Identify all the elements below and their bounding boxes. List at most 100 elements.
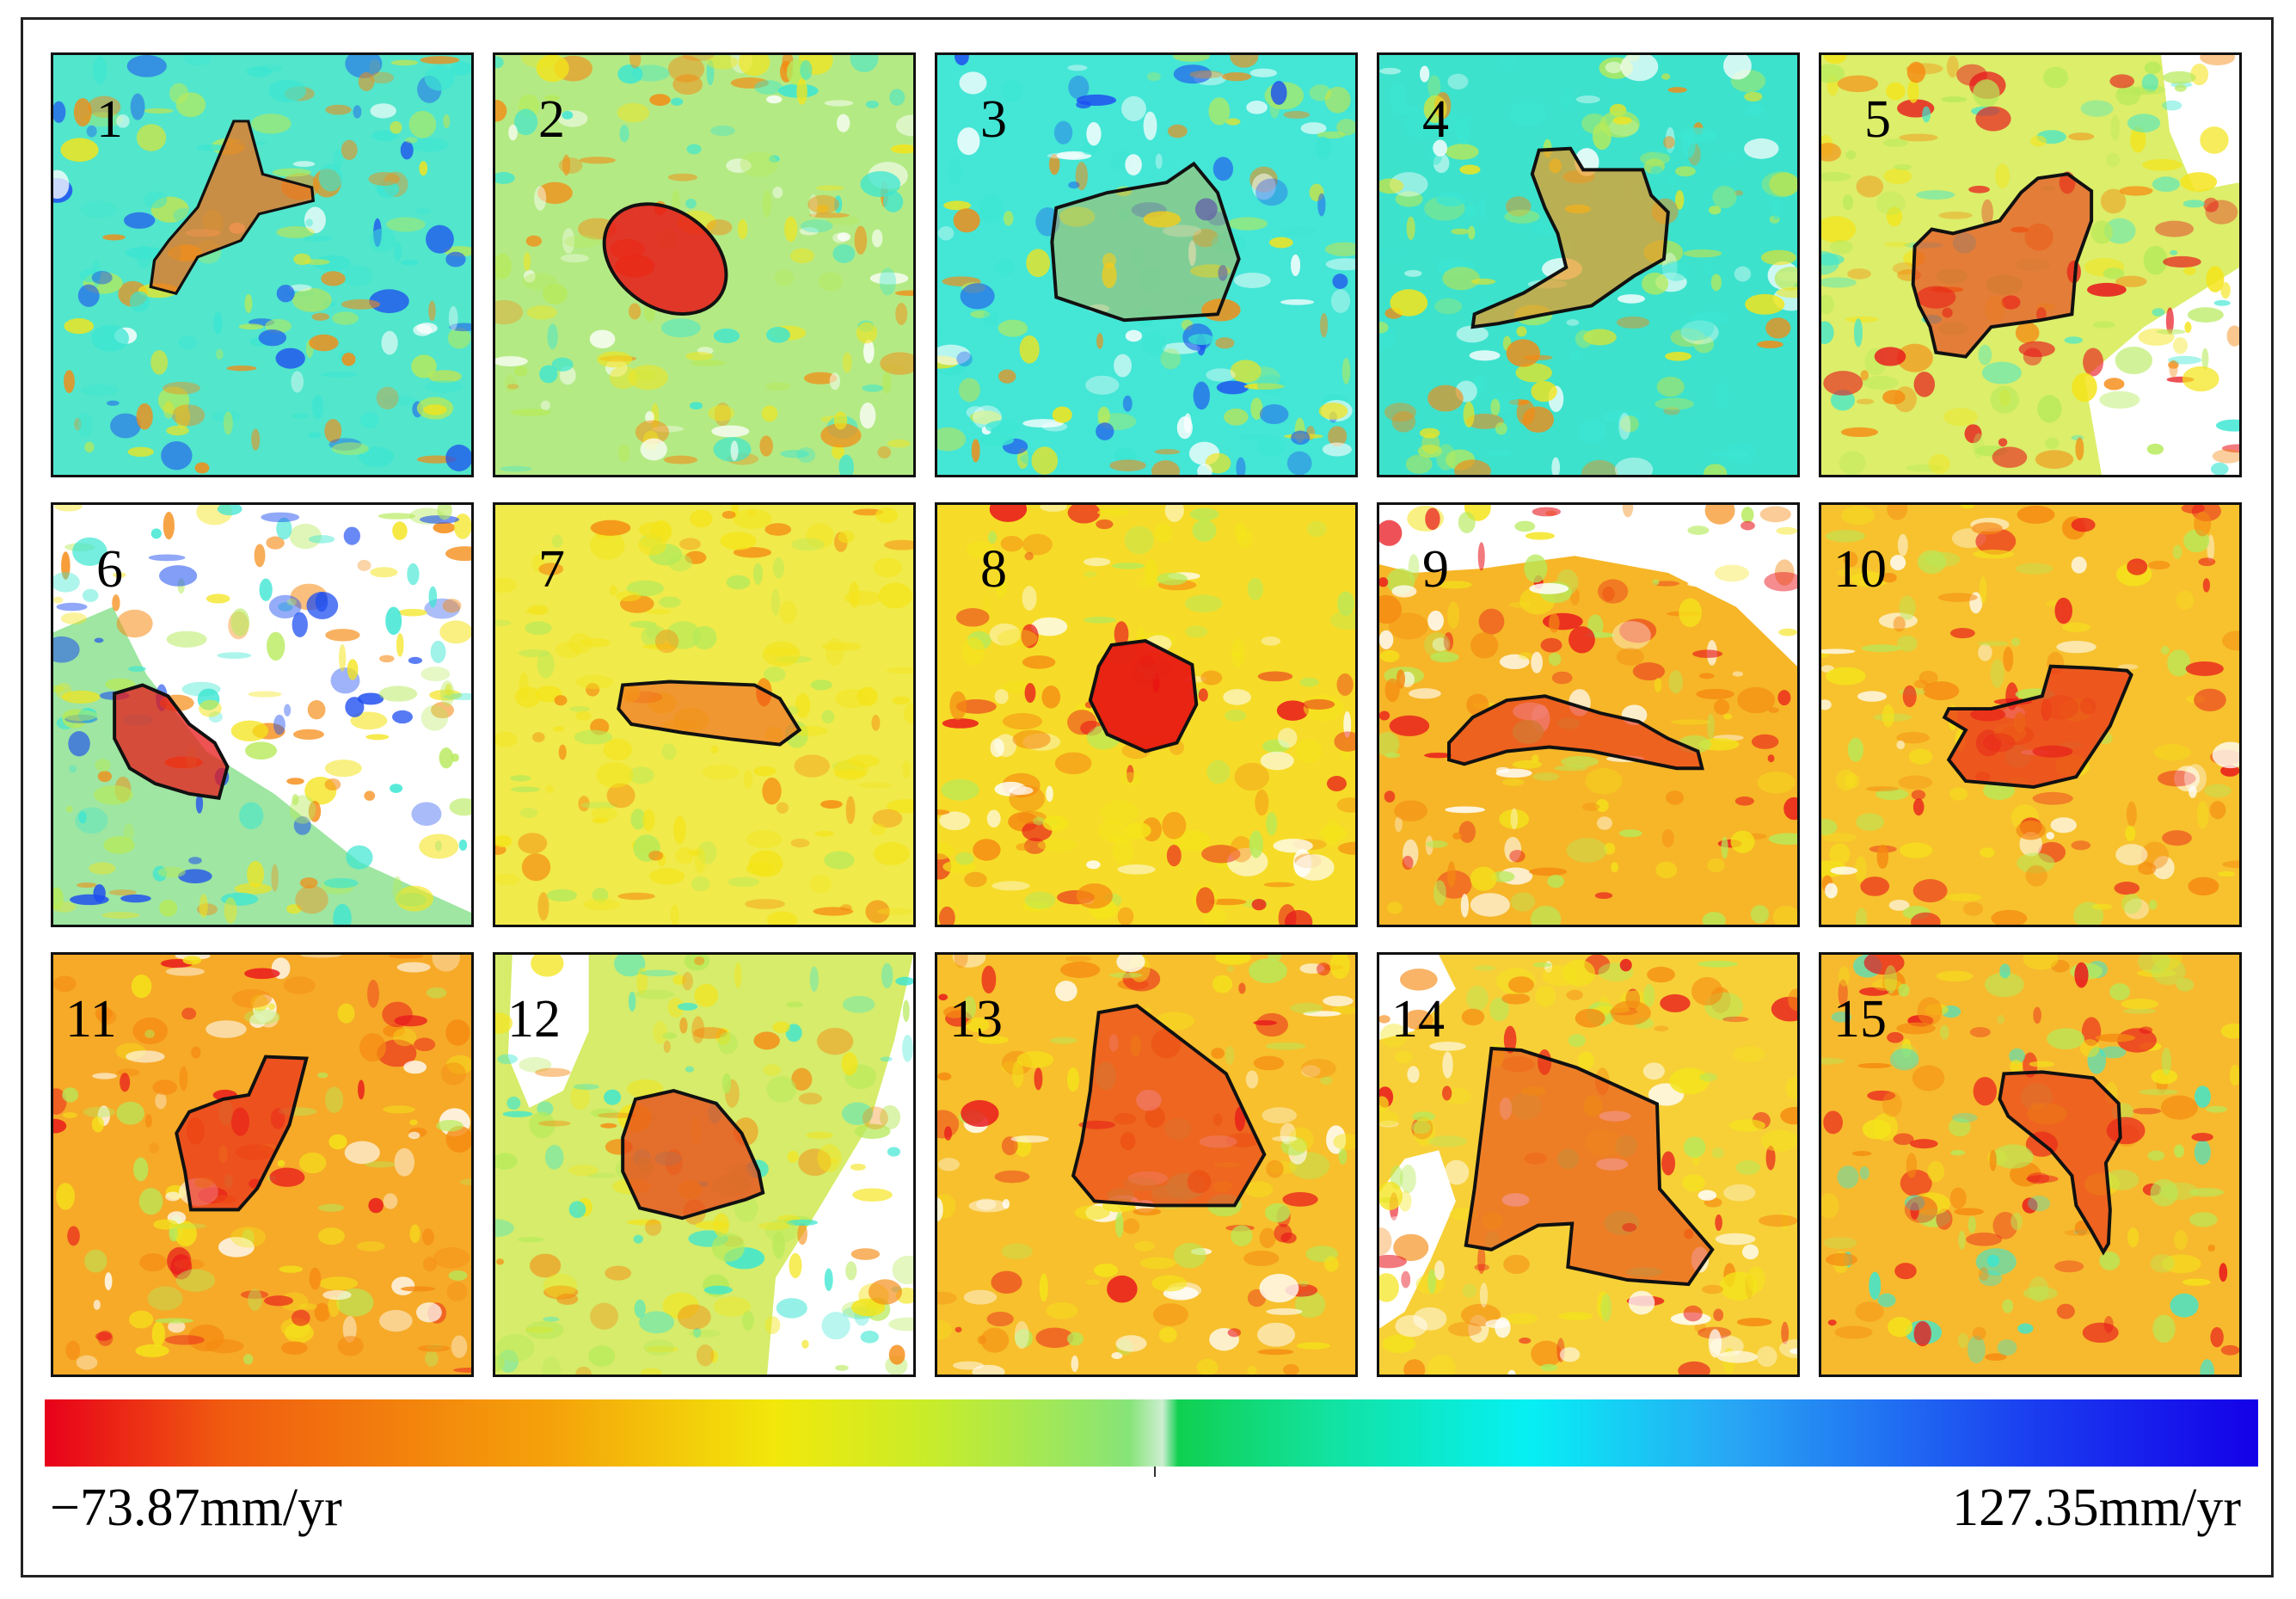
texture-splat — [1384, 403, 1416, 422]
texture-splat — [820, 800, 843, 809]
texture-splat — [2174, 1144, 2184, 1158]
texture-splat — [1973, 1076, 1998, 1106]
texture-splat — [690, 509, 713, 528]
texture-splat — [1973, 433, 1985, 459]
texture-splat — [542, 1356, 562, 1375]
texture-splat — [1851, 1150, 1872, 1157]
texture-splat — [1540, 637, 1562, 653]
texture-splat — [545, 784, 554, 793]
texture-splat — [1757, 771, 1796, 794]
texture-splat — [1034, 1067, 1043, 1091]
texture-splat — [2148, 900, 2158, 910]
texture-splat — [1138, 578, 1148, 590]
texture-splat — [449, 798, 471, 816]
texture-splat — [135, 1344, 169, 1357]
texture-splat — [1097, 820, 1127, 842]
texture-splat — [1825, 530, 1866, 543]
texture-splat — [447, 327, 471, 349]
texture-splat — [575, 674, 614, 690]
texture-splat — [1056, 151, 1092, 160]
texture-splat — [76, 1355, 98, 1370]
texture-splat — [2138, 862, 2157, 876]
colorbar — [45, 1399, 2258, 1467]
texture-splat — [1972, 1326, 1986, 1341]
texture-splat — [314, 1302, 330, 1322]
texture-splat — [1333, 1133, 1355, 1151]
texture-splat — [1882, 704, 1894, 728]
texture-splat — [337, 1335, 364, 1356]
panel-number: 8 — [980, 540, 1007, 599]
texture-splat — [954, 955, 968, 969]
texture-splat — [1507, 1369, 1516, 1375]
texture-splat — [2141, 841, 2170, 870]
texture-splat — [1154, 449, 1181, 455]
texture-splat — [1394, 800, 1428, 821]
texture-splat — [291, 1309, 310, 1326]
texture-splat — [1559, 1347, 1581, 1362]
texture-splat — [686, 144, 702, 155]
texture-splat — [2119, 186, 2153, 196]
texture-splat — [1055, 981, 1077, 1002]
texture-splat — [2137, 969, 2177, 978]
texture-splat — [1137, 306, 1154, 327]
texture-splat — [810, 680, 832, 691]
texture-splat — [1257, 1322, 1296, 1347]
texture-splat — [1341, 357, 1351, 384]
texture-splat — [1907, 78, 1919, 103]
texture-splat — [2172, 336, 2188, 354]
texture-splat — [1014, 1320, 1029, 1350]
texture-splat — [1654, 1025, 1669, 1032]
texture-splat — [2218, 870, 2236, 877]
texture-splat — [1096, 519, 1114, 530]
texture-splat — [711, 1233, 746, 1262]
texture-splat — [991, 1270, 1022, 1294]
texture-splat — [759, 435, 773, 457]
texture-splat — [1225, 118, 1241, 126]
texture-splat — [1683, 1305, 1703, 1322]
texture-splat — [231, 989, 273, 1008]
texture-splat — [996, 259, 1015, 276]
texture-splat — [1547, 875, 1564, 889]
texture-splat — [429, 689, 463, 701]
texture-splat — [508, 124, 518, 141]
texture-splat — [83, 1106, 116, 1118]
texture-splat — [261, 512, 300, 523]
texture-splat — [509, 775, 531, 782]
texture-splat — [869, 272, 909, 285]
texture-splat — [1426, 840, 1448, 848]
texture-splat — [365, 734, 390, 741]
texture-splat — [519, 807, 538, 818]
texture-splat — [1732, 1046, 1765, 1062]
texture-splat — [535, 1067, 571, 1078]
texture-splat — [1071, 1355, 1079, 1373]
texture-splat — [554, 695, 568, 706]
texture-splat — [1825, 667, 1866, 686]
texture-splat — [937, 344, 971, 366]
texture-splat — [1185, 594, 1223, 612]
texture-splat — [727, 876, 760, 888]
texture-splat — [1379, 1273, 1399, 1302]
texture-splat — [1288, 1127, 1314, 1152]
texture-splat — [1384, 752, 1401, 759]
texture-splat — [1597, 579, 1629, 604]
texture-splat — [1562, 959, 1596, 987]
texture-splat — [2170, 1293, 2199, 1318]
panel-2: 2 — [493, 52, 916, 477]
texture-splat — [2045, 437, 2060, 450]
texture-splat — [1506, 1313, 1538, 1325]
texture-splat — [126, 55, 167, 77]
panel-number: 11 — [65, 990, 117, 1049]
deformation-map-10 — [1821, 505, 2239, 925]
texture-splat — [1337, 841, 1355, 855]
texture-splat — [737, 218, 748, 240]
texture-splat — [761, 405, 778, 422]
texture-splat — [1978, 643, 1992, 661]
texture-splat — [234, 883, 273, 895]
texture-splat — [1839, 451, 1866, 475]
texture-splat — [1519, 652, 1533, 660]
texture-splat — [1514, 520, 1536, 532]
texture-splat — [298, 1303, 317, 1310]
texture-splat — [126, 1050, 165, 1063]
texture-splat — [495, 1153, 518, 1170]
texture-splat — [155, 1092, 167, 1110]
